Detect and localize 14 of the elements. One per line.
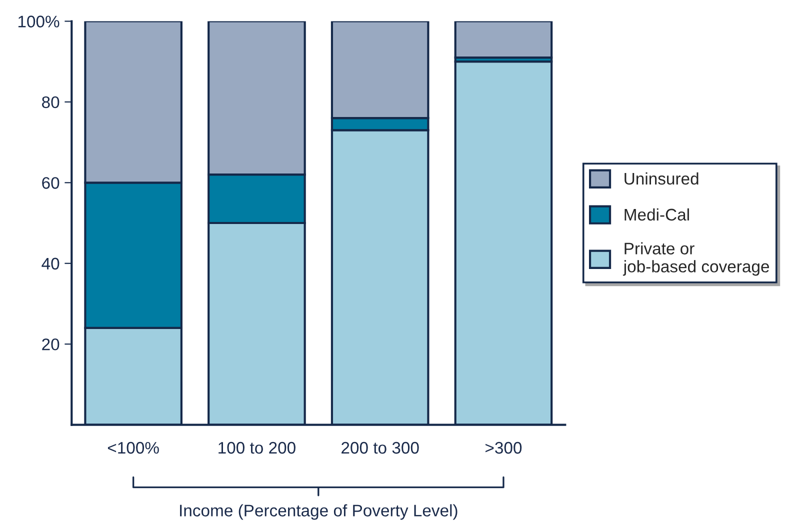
x-tick-label: >300 [486,442,522,454]
y-tick-label: 20 [42,338,60,350]
x-tick-label: 200 to 300 [342,442,419,454]
x-axis-title: Income (Percentage of Poverty Level) [180,504,458,520]
y-tick-label: 100% [18,16,60,28]
legend-label: Private or job-based coverage [622,242,770,276]
x-tick-label: 100 to 200 [218,442,296,454]
bar [454,21,553,59]
y-tick-label: 60 [42,177,60,189]
legend-label: Uninsured [624,172,698,185]
y-tick-label: 40 [42,258,60,270]
legend-label: Medi-Cal [624,208,689,221]
y-tick-label: 80 [42,96,60,108]
x-tick-label: <100% [108,442,159,454]
